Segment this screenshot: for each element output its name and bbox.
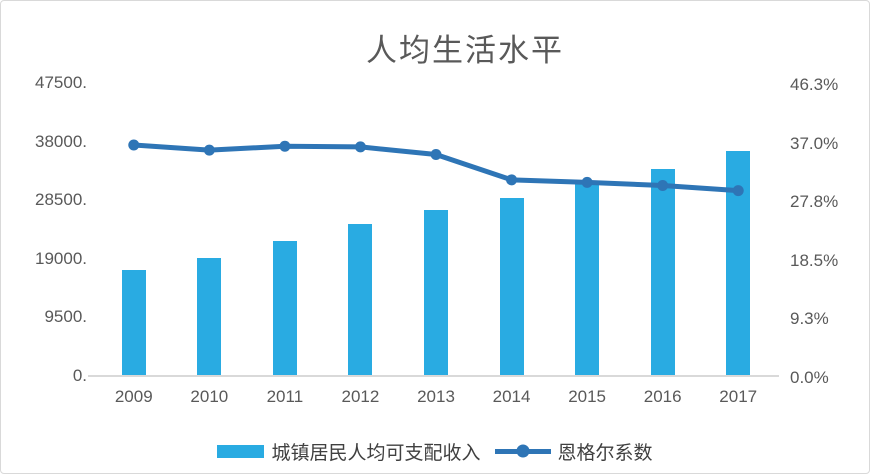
x-axis-label-2010: 2010 <box>190 387 229 406</box>
bar-2010 <box>197 258 222 376</box>
x-axis-label-2016: 2016 <box>643 387 682 406</box>
bar-2015 <box>575 183 600 376</box>
left-axis-tick: 0. <box>72 366 87 385</box>
x-axis-label-2014: 2014 <box>492 387 531 406</box>
bar-2011 <box>272 241 297 376</box>
right-axis-tick: 27.8% <box>790 192 839 212</box>
bar-2012 <box>348 224 373 376</box>
right-axis-tick: 37.0% <box>790 133 839 153</box>
line-point-2012 <box>354 141 366 153</box>
right-axis-tick: 0.0% <box>790 368 829 387</box>
line-point-2009 <box>128 139 140 151</box>
left-axis-tick: 19000. <box>35 248 87 268</box>
x-axis-label-2011: 2011 <box>266 387 304 406</box>
left-axis-tick: 28500. <box>35 190 87 210</box>
bar-2009 <box>121 270 146 376</box>
bar-2013 <box>424 209 448 376</box>
left-axis-tick: 38000. <box>35 131 87 151</box>
line-marker-icon <box>516 444 529 458</box>
line-point-2011 <box>279 140 291 152</box>
left-axis-tick: 9500. <box>44 307 87 327</box>
bar-2014 <box>499 198 524 376</box>
legend-label-line-series: 恩格尔系数 <box>557 442 653 464</box>
x-axis-label-2015: 2015 <box>568 387 607 406</box>
legend-item-bar-series: 城镇居民人均可支配收入 <box>217 438 481 465</box>
legend-item-line-series: 恩格尔系数 <box>494 438 653 465</box>
legend-label-bar-series: 城镇居民人均可支配收入 <box>271 442 481 464</box>
line-point-2010 <box>203 144 215 156</box>
right-axis-tick: 18.5% <box>790 250 839 270</box>
bar-2017 <box>726 151 751 376</box>
line-point-2014 <box>506 174 518 186</box>
x-axis-label-2009: 2009 <box>114 387 153 406</box>
legend: 城镇居民人均可支配收入 恩格尔系数 <box>1 437 869 465</box>
x-axis-label-2013: 2013 <box>417 387 455 406</box>
right-axis-tick: 9.3% <box>790 309 829 329</box>
left-axis-tick: 47500. <box>35 73 87 92</box>
x-axis-label-2017: 2017 <box>719 387 758 406</box>
line-swatch-icon <box>494 444 551 458</box>
engel-line <box>131 142 741 194</box>
x-axis-label-2012: 2012 <box>341 387 380 406</box>
line-point-2013 <box>430 149 442 161</box>
chart-title: 人均生活水平 <box>366 33 564 68</box>
x-axis-line <box>88 375 779 377</box>
right-axis-tick: 46.3% <box>790 75 839 94</box>
bar-2016 <box>650 168 675 376</box>
bar-swatch-icon <box>217 444 265 458</box>
